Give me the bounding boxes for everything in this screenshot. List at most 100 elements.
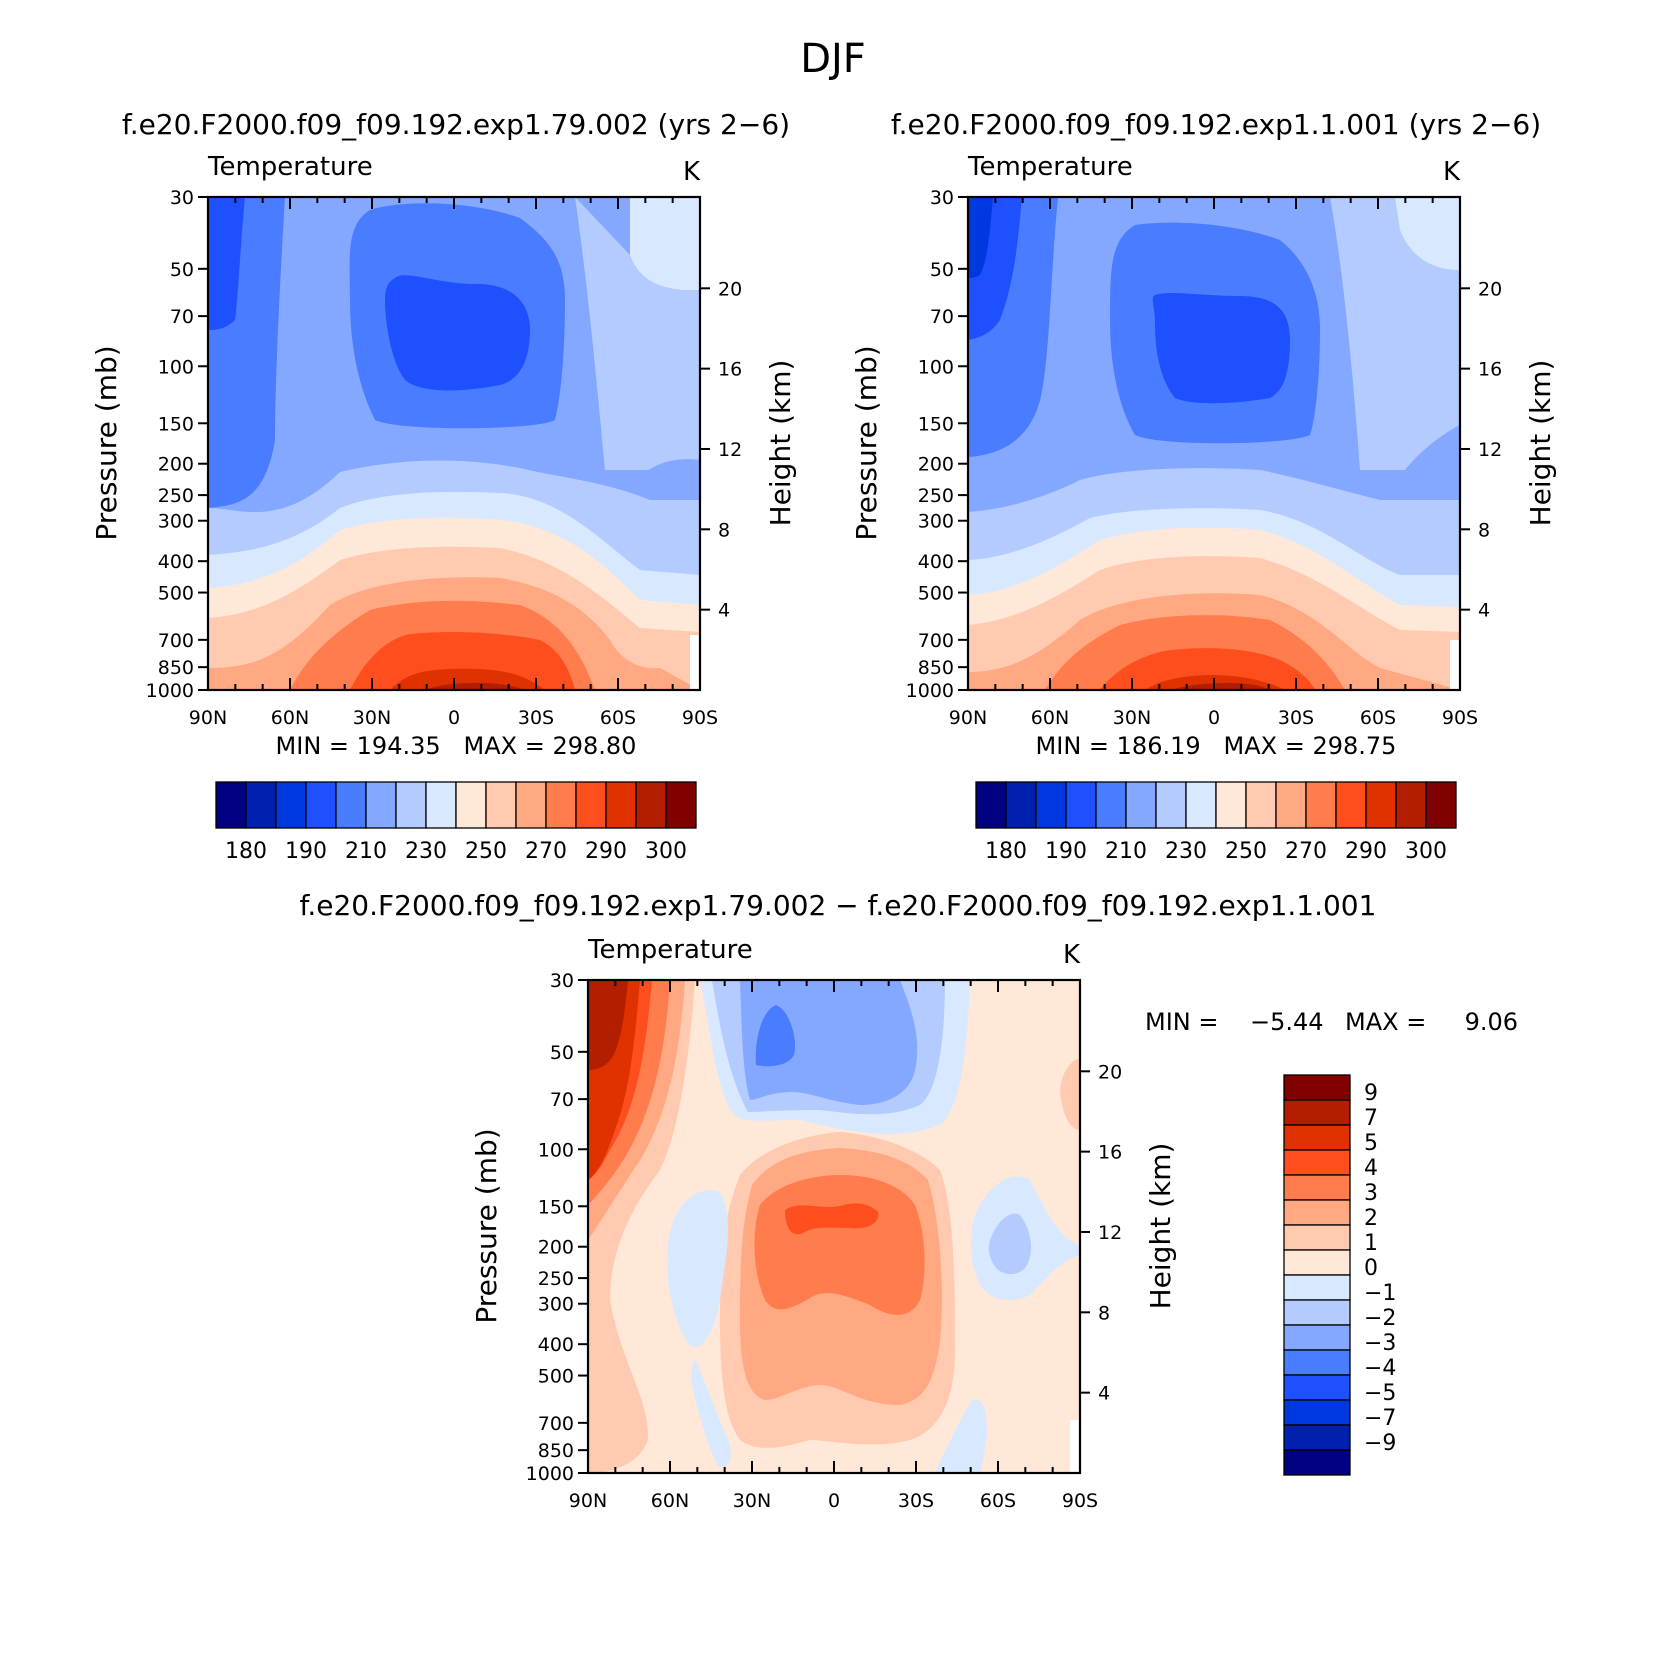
colorbar-label: −1: [1364, 1281, 1396, 1306]
panel-right-y-axis-title: Pressure (mb): [850, 345, 883, 540]
contour-band: [691, 1360, 731, 1467]
x-tick-label: 60S: [980, 1490, 1016, 1512]
y-tick-label: 250: [538, 1268, 574, 1290]
panel-difference-axes: 90N 60N 30N 0 30S 60S 90S 30 50 70 100 150 200 250 300…: [526, 970, 1123, 1512]
contour-band: [575, 197, 700, 470]
panel-difference: f.e20.F2000.f09_f09.192.exp1.79.002 − f.…: [300, 889, 1518, 1512]
colorbar-swatch: [1005, 781, 1037, 829]
colorbar-swatch: [1283, 1399, 1351, 1426]
contour-band: [208, 197, 245, 330]
colorbar-label: 270: [1285, 839, 1327, 864]
x-tick-label: 30S: [898, 1490, 934, 1512]
panel-left-colorbar: 180 190 210 230 250 270 290 300: [215, 781, 697, 864]
y-tick-label: 300: [918, 511, 954, 533]
panel-difference-units-label: K: [1063, 940, 1081, 970]
colorbar-swatch: [1283, 1299, 1351, 1326]
x-tick-label: 60S: [600, 707, 636, 729]
right-y-tick-label: 12: [718, 439, 742, 461]
colorbar-swatch: [1283, 1274, 1351, 1301]
contour-band: [988, 1213, 1032, 1275]
y-tick-label: 50: [170, 259, 194, 281]
x-tick-label: 90S: [682, 707, 718, 729]
colorbar-swatch: [1035, 781, 1067, 829]
x-tick-label: 30N: [733, 1490, 771, 1512]
x-tick-label: 90S: [1062, 1490, 1098, 1512]
colorbar-swatch: [1245, 781, 1277, 829]
right-y-tick-label: 4: [718, 600, 730, 622]
colorbar-label: 7: [1364, 1106, 1378, 1131]
colorbar-label: 230: [405, 839, 447, 864]
panel-difference-title: f.e20.F2000.f09_f09.192.exp1.79.002 − f.…: [300, 889, 1377, 922]
panel-difference-min-label: MIN =: [1145, 1008, 1218, 1036]
y-tick-label: 50: [550, 1042, 574, 1064]
y-tick-label: 150: [918, 413, 954, 435]
colorbar-swatch: [665, 781, 697, 829]
y-tick-label: 70: [930, 306, 954, 328]
y-tick-label: 70: [170, 306, 194, 328]
contour-band: [1395, 197, 1460, 270]
colorbar-label: 180: [225, 839, 267, 864]
contour-band: [1152, 293, 1290, 404]
panel-difference-right-axis-title: Height (km): [1144, 1143, 1177, 1310]
colorbar-swatch: [1395, 781, 1427, 829]
y-tick-label: 300: [538, 1294, 574, 1316]
right-y-tick-label: 20: [1098, 1061, 1122, 1083]
contour-band: [1100, 648, 1315, 690]
colorbar-label: 300: [1405, 839, 1447, 864]
colorbar-swatch: [1065, 781, 1097, 829]
colorbar-label: 290: [585, 839, 627, 864]
panel-right-right-axis-title: Height (km): [1524, 360, 1557, 527]
colorbar-swatch: [1283, 1249, 1351, 1276]
colorbar-label: 290: [1345, 839, 1387, 864]
x-tick-label: 30N: [353, 707, 391, 729]
colorbar-label: −4: [1364, 1356, 1396, 1381]
panel-left-min-max: MIN = 194.35 MAX = 298.80: [276, 732, 637, 760]
panel-right-units-label: K: [1443, 157, 1461, 187]
contour-band: [385, 275, 530, 391]
colorbar-swatch: [1283, 1074, 1351, 1101]
colorbar-label: 0: [1364, 1256, 1378, 1281]
x-tick-label: 60N: [651, 1490, 689, 1512]
y-tick-label: 250: [918, 485, 954, 507]
right-y-tick-label: 16: [718, 359, 742, 381]
colorbar-swatch: [1283, 1174, 1351, 1201]
colorbar-label: 1: [1364, 1231, 1378, 1256]
colorbar-swatch: [215, 781, 247, 829]
colorbar-swatch: [635, 781, 667, 829]
contour-band: [350, 632, 575, 690]
colorbar-swatch: [1215, 781, 1247, 829]
y-tick-label: 850: [538, 1440, 574, 1462]
colorbar-label: 230: [1165, 839, 1207, 864]
colorbar-label: 4: [1364, 1156, 1378, 1181]
colorbar-swatch: [455, 781, 487, 829]
right-y-tick-label: 8: [718, 519, 730, 541]
panel-left-y-axis-title: Pressure (mb): [90, 345, 123, 540]
colorbar-swatch: [1335, 781, 1367, 829]
colorbar-swatch: [545, 781, 577, 829]
colorbar-label: −5: [1364, 1381, 1396, 1406]
colorbar-swatch: [1365, 781, 1397, 829]
colorbar-swatch: [365, 781, 397, 829]
contour-band: [1330, 197, 1460, 470]
y-tick-label: 200: [918, 454, 954, 476]
colorbar-swatch: [485, 781, 517, 829]
colorbar-swatch: [1425, 781, 1457, 829]
colorbar-swatch: [245, 781, 277, 829]
colorbar-label: −2: [1364, 1306, 1396, 1331]
colorbar-label: 270: [525, 839, 567, 864]
contour-band: [1170, 683, 1270, 690]
panel-right: f.e20.F2000.f09_f09.192.exp1.1.001 (yrs …: [850, 108, 1557, 864]
colorbar-swatch: [1283, 1324, 1351, 1351]
contour-band: [935, 1399, 987, 1473]
y-tick-label: 700: [538, 1413, 574, 1435]
x-tick-label: 90S: [1442, 707, 1478, 729]
panel-left-units-label: K: [683, 157, 701, 187]
right-y-tick-label: 16: [1478, 359, 1502, 381]
colorbar-label: 180: [985, 839, 1027, 864]
colorbar-label: 190: [285, 839, 327, 864]
colorbar-swatch: [1283, 1374, 1351, 1401]
y-tick-label: 200: [538, 1237, 574, 1259]
panel-left-variable-label: Temperature: [207, 152, 373, 182]
y-tick-label: 850: [918, 657, 954, 679]
